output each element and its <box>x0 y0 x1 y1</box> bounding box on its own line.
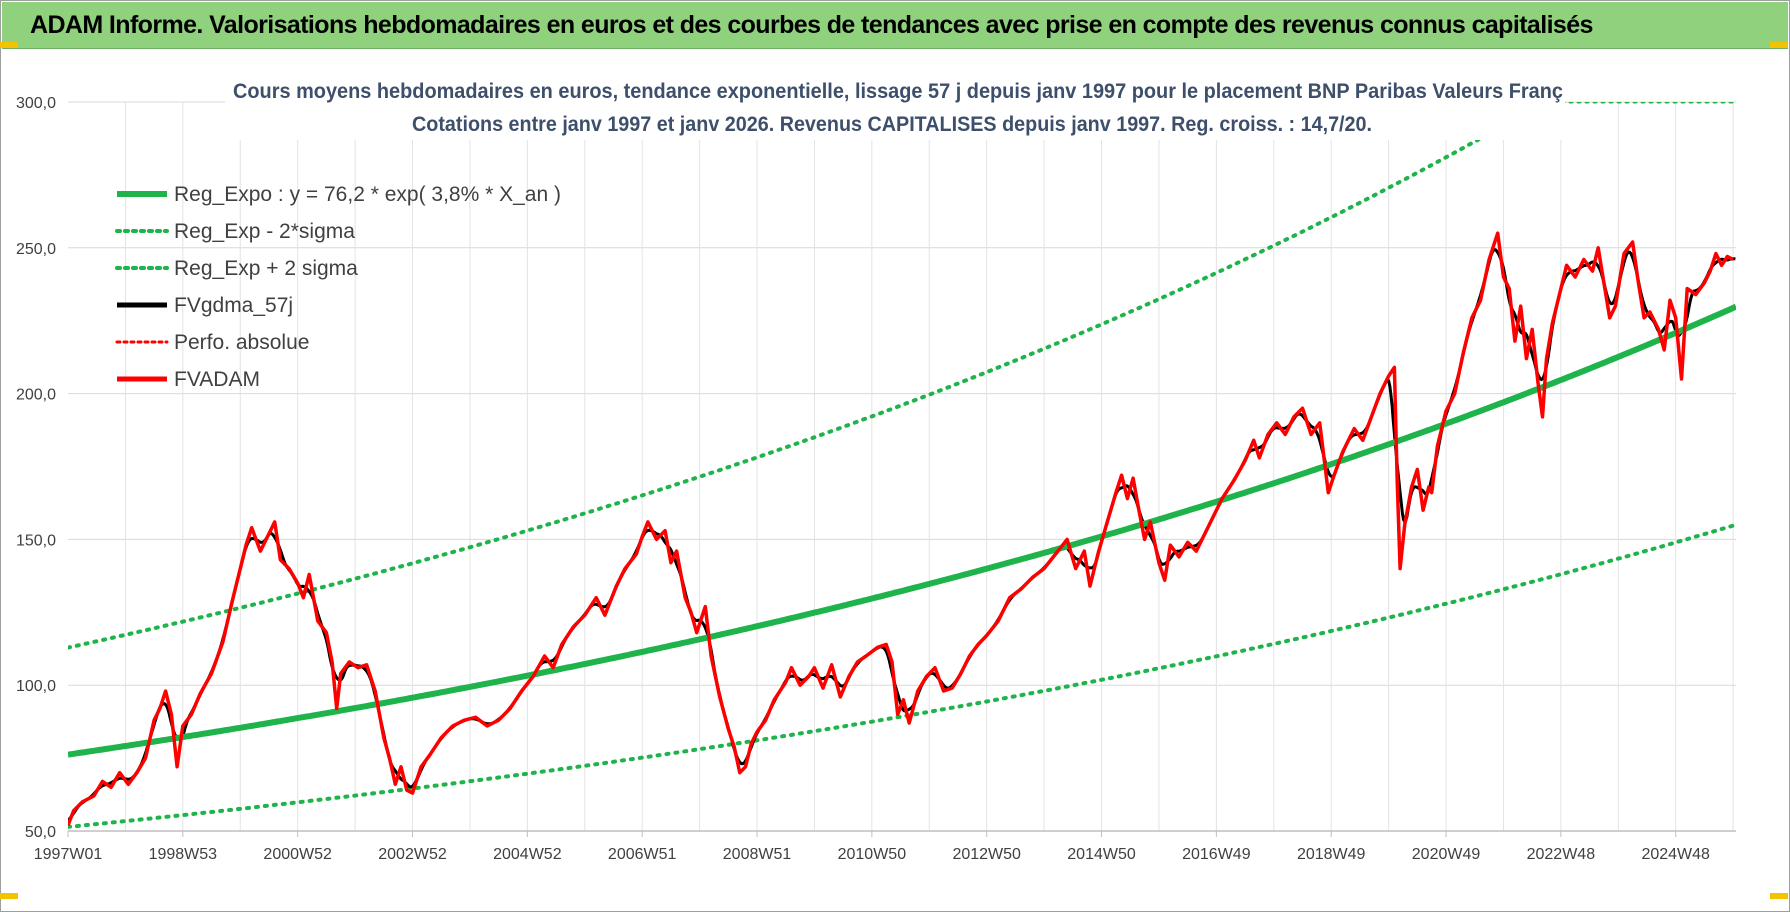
legend-label-perfo: Perfo. absolue <box>174 331 309 354</box>
y-tick-label: 250,0 <box>16 241 56 258</box>
x-tick-label: 2016W49 <box>1182 846 1251 863</box>
legend-label-fvgdma: FVgdma_57j <box>174 294 293 317</box>
x-tick-label: 2004W52 <box>493 846 562 863</box>
x-tick-label: 2024W48 <box>1641 846 1710 863</box>
axes: 50,0 100,0 150,0 200,0 250,0 300,0 1997W01 1998… <box>16 95 1736 863</box>
corner-marker-left <box>0 42 18 48</box>
legend-label-reg-exp-minus: Reg_Exp - 2*sigma <box>174 220 355 243</box>
x-tick-label: 2000W52 <box>263 846 332 863</box>
chart-title: Cours moyens hebdomadaires en euros, ten… <box>225 70 1565 140</box>
x-tick-label: 2020W49 <box>1412 846 1481 863</box>
x-tick-label: 2018W49 <box>1297 846 1366 863</box>
legend-label-reg-expo: Reg_Expo : y = 76,2 * exp( 3,8% * X_an ) <box>174 183 561 206</box>
corner-marker-right <box>1770 42 1788 48</box>
y-tick-label: 150,0 <box>16 532 56 549</box>
y-tick-label: 200,0 <box>16 387 56 404</box>
y-tick-label: 50,0 <box>25 824 56 841</box>
y-tick-label: 100,0 <box>16 678 56 695</box>
title-background <box>225 70 1565 140</box>
series-fvadam <box>68 231 1734 826</box>
x-tick-label: 2008W51 <box>723 846 792 863</box>
y-tick-label: 300,0 <box>16 95 56 112</box>
x-tick-label: 2010W50 <box>838 846 907 863</box>
x-tick-label: 2006W51 <box>608 846 677 863</box>
title-banner: ADAM Informe. Valorisations hebdomadaire… <box>2 2 1788 49</box>
series-layer <box>68 102 1736 829</box>
plot-area <box>68 102 1736 829</box>
x-tick-label: 2002W52 <box>378 846 447 863</box>
series-reg-exp-minus-2sigma <box>68 522 1736 829</box>
chart-title-line-2: Cotations entre janv 1997 et janv 2026. … <box>412 113 1372 136</box>
banner-title: ADAM Informe. Valorisations hebdomadaire… <box>30 11 1593 39</box>
legend-label-reg-exp-plus: Reg_Exp + 2 sigma <box>174 257 358 280</box>
chart-title-line-1: Cours moyens hebdomadaires en euros, ten… <box>233 80 1563 103</box>
x-tick-label: 2022W48 <box>1527 846 1596 863</box>
x-tick-label: 1997W01 <box>34 846 103 863</box>
legend-label-fvadam: FVADAM <box>174 368 260 391</box>
x-tick-label: 2014W50 <box>1067 846 1136 863</box>
series-reg-expo <box>68 303 1736 758</box>
x-tick-label: 2012W50 <box>952 846 1021 863</box>
legend: Reg_Expo : y = 76,2 * exp( 3,8% * X_an )… <box>115 183 561 391</box>
corner-marker-bottom-left <box>0 893 18 899</box>
corner-marker-bottom-right <box>1770 893 1788 899</box>
x-tick-label: 1998W53 <box>149 846 218 863</box>
